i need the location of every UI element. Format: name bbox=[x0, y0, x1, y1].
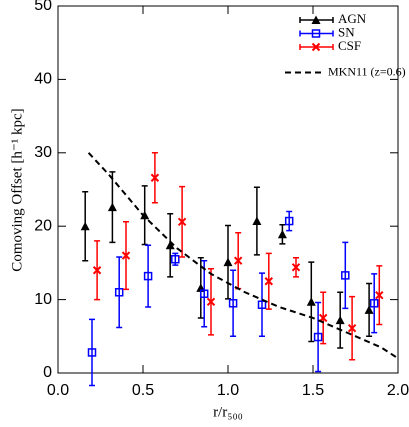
data-point bbox=[341, 271, 350, 280]
data-point bbox=[364, 305, 374, 314]
error-bar bbox=[286, 210, 293, 232]
data-point bbox=[80, 221, 90, 231]
plot-frame bbox=[57, 5, 399, 374]
legend-marker bbox=[311, 15, 321, 24]
data-point bbox=[257, 300, 267, 309]
data-point bbox=[284, 216, 294, 226]
error-bar bbox=[116, 256, 123, 329]
data-point bbox=[199, 289, 209, 298]
data-point bbox=[233, 256, 243, 265]
x-tick-label: 1.0 bbox=[217, 382, 239, 399]
x-axis-label: r/r₅₀₀ bbox=[213, 404, 243, 420]
data-point bbox=[206, 297, 216, 307]
y-tick-label: 20 bbox=[34, 217, 52, 234]
data-point bbox=[177, 217, 187, 227]
data-point bbox=[87, 348, 97, 357]
data-point bbox=[114, 288, 124, 297]
data-point bbox=[369, 299, 379, 308]
legend-line bbox=[299, 30, 334, 37]
legend-label: MKN11 (z=0.6) bbox=[328, 64, 406, 78]
legend-label: CSF bbox=[338, 38, 361, 53]
data-point bbox=[375, 290, 384, 300]
legend-label: SN bbox=[338, 24, 355, 39]
legend-marker bbox=[311, 42, 321, 52]
y-axis-label: Comoving Offset [h⁻¹ kpc] bbox=[9, 108, 25, 271]
data-point bbox=[143, 271, 153, 281]
x-tick-label: 0.0 bbox=[47, 382, 69, 399]
data-point bbox=[347, 324, 357, 333]
data-point bbox=[228, 299, 238, 308]
error-bar bbox=[230, 269, 237, 338]
data-point bbox=[121, 251, 131, 260]
y-tick-label: 10 bbox=[34, 291, 52, 308]
data-point bbox=[223, 257, 233, 267]
data-point bbox=[335, 315, 345, 325]
error-bar bbox=[371, 273, 378, 334]
x-tick-label: 2.0 bbox=[387, 382, 409, 399]
model-line bbox=[87, 152, 399, 360]
legend-marker bbox=[311, 29, 321, 38]
data-point bbox=[252, 216, 262, 226]
data-point bbox=[291, 263, 301, 272]
data-point bbox=[92, 266, 102, 275]
error-bar bbox=[201, 259, 208, 328]
data-point bbox=[150, 173, 160, 182]
data-point bbox=[140, 210, 150, 220]
data-point bbox=[264, 277, 274, 286]
data-point bbox=[171, 254, 180, 264]
error-bar bbox=[342, 241, 349, 310]
data-point bbox=[165, 240, 175, 250]
y-tick-label: 40 bbox=[34, 71, 52, 88]
x-tick-label: 1.5 bbox=[302, 382, 324, 399]
x-tick-label: 0.5 bbox=[132, 382, 154, 399]
y-tick-label: 30 bbox=[34, 144, 52, 161]
error-bar bbox=[89, 318, 95, 387]
error-bar bbox=[259, 272, 265, 338]
y-tick-label: 50 bbox=[34, 0, 52, 14]
error-bar bbox=[315, 301, 322, 373]
legend-label: AGN bbox=[338, 11, 367, 26]
y-tick-label: 0 bbox=[43, 364, 52, 381]
data-point bbox=[313, 332, 323, 342]
data-point bbox=[107, 202, 117, 212]
data-point bbox=[277, 229, 287, 239]
error-bar bbox=[145, 244, 152, 308]
data-point bbox=[306, 297, 316, 306]
